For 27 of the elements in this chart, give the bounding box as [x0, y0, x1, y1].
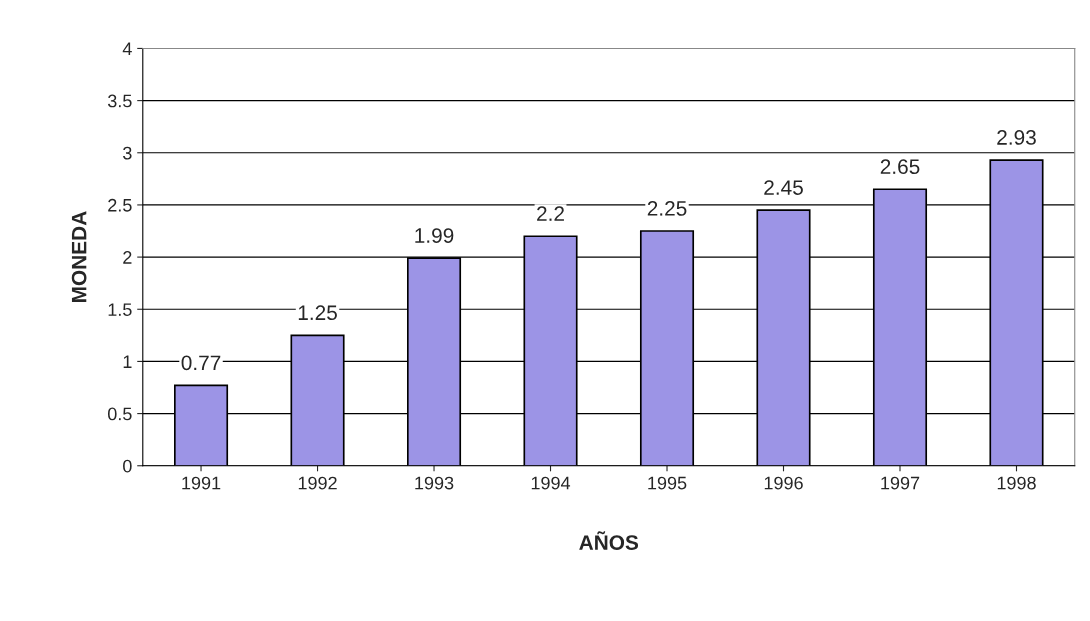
y-tick-label: 1 [123, 355, 132, 368]
y-axis-title: MONEDA [71, 211, 87, 302]
data-label: 2.65 [880, 159, 920, 175]
data-label: 1.99 [415, 228, 454, 243]
x-tick-label: 1991 [182, 476, 221, 490]
y-tick-label: 4 [122, 42, 132, 55]
x-tick-label: 1992 [298, 476, 337, 490]
x-tick-label: 1994 [531, 476, 571, 490]
y-tick-label: 0 [123, 459, 132, 473]
data-label: 2.93 [997, 130, 1036, 145]
x-tick-label: 1997 [881, 476, 920, 490]
y-tick-label: 2.5 [108, 198, 132, 212]
x-tick-label: 1995 [648, 476, 687, 490]
y-tick-label: 1.5 [108, 303, 132, 316]
data-label: 2.45 [764, 180, 803, 195]
y-tick-label: 2 [123, 251, 132, 264]
x-tick-label: 1998 [997, 476, 1036, 490]
x-axis-title: AÑOS [579, 531, 639, 550]
x-tick-label: 1996 [764, 476, 803, 490]
x-tick-label: 1993 [415, 476, 454, 490]
data-label: 2.25 [647, 201, 687, 216]
y-tick-label: 0.5 [107, 407, 132, 421]
data-label: 1.25 [298, 305, 337, 321]
y-tick-label: 3.5 [107, 94, 132, 108]
y-tick-label: 3 [123, 146, 132, 160]
data-label: 2.2 [537, 206, 564, 221]
data-label: 0.77 [181, 355, 221, 371]
